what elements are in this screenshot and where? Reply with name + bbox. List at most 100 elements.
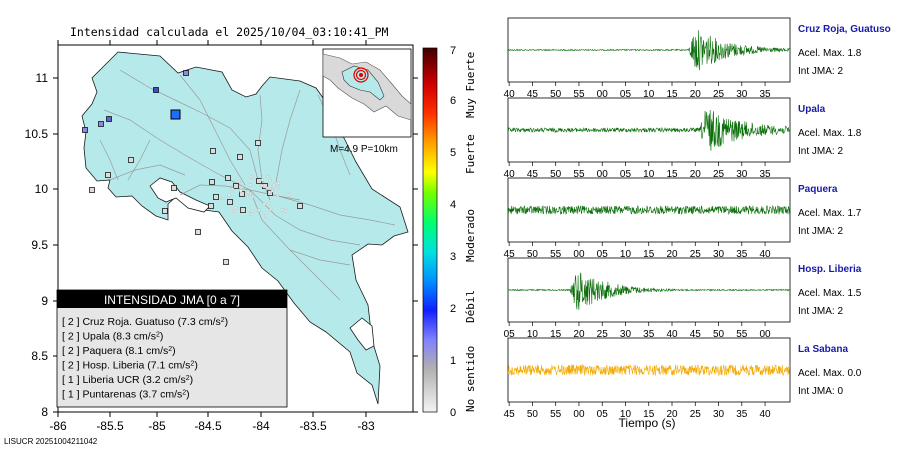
trace-station-name: Hosp. Liberia bbox=[798, 264, 862, 275]
time-tick-label: 20 bbox=[573, 329, 585, 340]
trace-max-accel: Acel. Max. 1.7 bbox=[798, 208, 862, 219]
seismic-station-marker[interactable] bbox=[106, 116, 112, 122]
seismogram-panels: Tiempo (s) 40 45 50 55 00 05 10 15 20 25 30 35 Cruz … bbox=[504, 17, 891, 430]
urban-point bbox=[262, 202, 266, 206]
legend-station: Puntarenas bbox=[82, 389, 139, 401]
cb-label-no-sentido: No sentido bbox=[464, 346, 477, 412]
legend-value: (7.1 cm/s bbox=[147, 360, 190, 372]
time-tick-label: 00 bbox=[573, 409, 585, 420]
trace-station-name: Paquera bbox=[798, 184, 838, 195]
seismic-station-marker[interactable] bbox=[227, 199, 233, 205]
seismic-station-marker[interactable] bbox=[209, 179, 215, 185]
urban-point bbox=[249, 183, 252, 187]
seismic-station-marker[interactable] bbox=[82, 127, 88, 133]
time-tick-label: 35 bbox=[760, 89, 772, 100]
lon-tick-5: -83.5 bbox=[299, 419, 327, 433]
time-tick-label: 35 bbox=[736, 409, 748, 420]
legend-unit-exp: 2 bbox=[190, 360, 194, 367]
seismic-station-marker[interactable] bbox=[105, 172, 111, 178]
seismic-station-marker[interactable] bbox=[210, 148, 216, 154]
trace-max-accel: Acel. Max. 1.8 bbox=[798, 128, 862, 139]
legend-code: [ 2 ] bbox=[62, 345, 82, 357]
seismic-station-marker[interactable] bbox=[89, 187, 95, 193]
seismic-station-marker[interactable] bbox=[233, 183, 239, 189]
time-tick-label: 30 bbox=[736, 89, 748, 100]
urban-point bbox=[287, 193, 291, 197]
seismic-station-marker[interactable] bbox=[208, 203, 214, 209]
lon-tick-1: -85.5 bbox=[96, 419, 124, 433]
legend-row: [ 2 ] Hosp. Liberia (7.1 cm/s2) bbox=[62, 360, 198, 372]
waveform-trace bbox=[507, 204, 791, 216]
seismic-station-marker[interactable] bbox=[297, 203, 303, 209]
time-tick-label: 40 bbox=[760, 409, 772, 420]
urban-point bbox=[277, 181, 281, 185]
time-tick-label: 55 bbox=[736, 329, 748, 340]
lon-tick-4: -84 bbox=[252, 419, 270, 433]
road-segment bbox=[99, 139, 119, 181]
seismic-station-marker[interactable] bbox=[128, 157, 134, 163]
seismic-station-marker[interactable] bbox=[98, 121, 104, 127]
seismic-station-marker[interactable] bbox=[162, 208, 168, 214]
urban-point bbox=[239, 186, 243, 189]
trace-jma-intensity: Int JMA: 2 bbox=[798, 226, 843, 237]
urban-point bbox=[261, 178, 264, 182]
time-tick-label: 10 bbox=[620, 249, 632, 260]
legend-header bbox=[57, 290, 287, 308]
legend-code: [ 2 ] bbox=[62, 331, 82, 343]
legend-row: [ 1 ] Puntarenas (3.7 cm/s2) bbox=[62, 389, 190, 401]
epicenter-marker[interactable] bbox=[170, 109, 181, 120]
time-tick-label: 05 bbox=[597, 409, 609, 420]
seismic-station-marker[interactable] bbox=[225, 175, 231, 181]
time-tick-label: 45 bbox=[527, 169, 539, 180]
time-tick-label: 20 bbox=[690, 89, 702, 100]
inset-map bbox=[322, 48, 412, 138]
cb-tick-0: 0 bbox=[450, 407, 456, 419]
time-tick-label: 55 bbox=[573, 89, 585, 100]
urban-point bbox=[251, 195, 255, 199]
trace-max-accel: Acel. Max. 1.5 bbox=[798, 288, 862, 299]
road-segment bbox=[119, 69, 259, 181]
trace-jma-intensity: Int JMA: 2 bbox=[798, 146, 843, 157]
trace-station-name: Cruz Roja, Guatuso bbox=[798, 24, 891, 35]
legend-unit-exp: 2 bbox=[168, 346, 172, 353]
seismic-station-marker[interactable] bbox=[237, 154, 243, 160]
legend-value: (8.1 cm/s bbox=[125, 345, 168, 357]
legend-value: (8.3 cm/s bbox=[113, 331, 156, 343]
seismic-station-marker[interactable] bbox=[195, 229, 201, 235]
time-tick-label: 40 bbox=[760, 249, 772, 260]
urban-point bbox=[276, 193, 279, 197]
legend-close-paren: ) bbox=[172, 345, 176, 357]
time-tick-label: 50 bbox=[527, 409, 539, 420]
seismic-station-marker[interactable] bbox=[171, 185, 177, 191]
time-tick-label: 25 bbox=[690, 409, 702, 420]
seismic-station-marker[interactable] bbox=[183, 70, 189, 76]
lat-tick-6: 8 bbox=[41, 405, 48, 419]
urban-point bbox=[267, 201, 271, 205]
seismic-station-marker[interactable] bbox=[256, 178, 262, 184]
seismic-station-marker[interactable] bbox=[223, 259, 229, 265]
time-tick-label: 25 bbox=[713, 89, 725, 100]
road-segment bbox=[127, 139, 151, 181]
lon-tick-3: -84.5 bbox=[194, 419, 222, 433]
osa-gulf bbox=[349, 317, 375, 351]
urban-point bbox=[264, 214, 267, 218]
urban-point bbox=[284, 209, 288, 213]
time-tick-label: 30 bbox=[713, 249, 725, 260]
time-tick-label: 05 bbox=[620, 169, 632, 180]
time-tick-label: 50 bbox=[550, 169, 562, 180]
seismic-station-marker[interactable] bbox=[153, 87, 159, 93]
time-tick-label: 00 bbox=[760, 329, 772, 340]
time-tick-label: 45 bbox=[504, 409, 516, 420]
time-tick-label: 20 bbox=[666, 409, 678, 420]
costa-rica-landmass bbox=[81, 51, 409, 405]
legend-code: [ 1 ] bbox=[62, 389, 82, 401]
legend-rows: [ 2 ] Cruz Roja. Guatuso (7.3 cm/s2)[ 2 … bbox=[62, 316, 228, 401]
seismic-station-marker[interactable] bbox=[240, 207, 246, 213]
seismic-station-marker[interactable] bbox=[255, 140, 261, 146]
urban-point bbox=[246, 190, 250, 194]
urban-point bbox=[268, 190, 272, 194]
time-tick-label: 15 bbox=[550, 329, 562, 340]
seismic-station-marker[interactable] bbox=[213, 194, 219, 200]
urban-point bbox=[246, 194, 250, 198]
urban-point bbox=[272, 183, 276, 187]
